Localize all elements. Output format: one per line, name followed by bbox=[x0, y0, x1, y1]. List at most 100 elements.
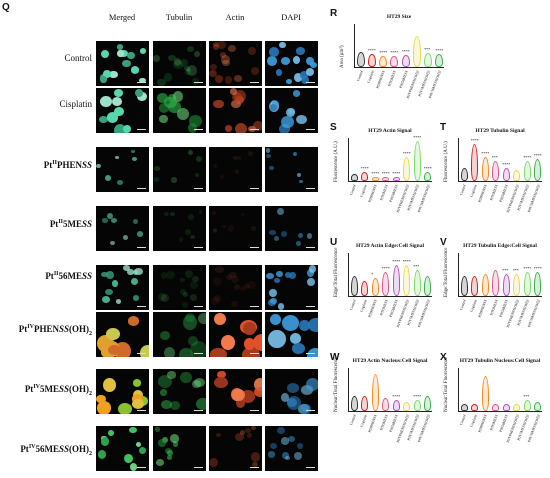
cell-blob bbox=[123, 124, 131, 133]
violin-mark bbox=[424, 276, 432, 296]
significance-label: **** bbox=[523, 265, 532, 271]
cell-blob bbox=[281, 231, 287, 237]
y-axis-label: Fluorescence (A.U.) bbox=[444, 141, 449, 182]
cell-blob bbox=[161, 293, 170, 302]
cell-blob bbox=[182, 291, 188, 297]
violin-mark bbox=[460, 167, 468, 181]
cell-blob bbox=[115, 155, 120, 160]
cell-blob bbox=[115, 299, 122, 305]
cell-blob bbox=[278, 124, 290, 133]
cell-blob bbox=[214, 265, 224, 274]
significance-label: *** bbox=[491, 155, 498, 161]
violin-mark bbox=[471, 404, 479, 411]
violin-mark bbox=[361, 280, 369, 296]
cell-blob bbox=[220, 334, 235, 350]
cell-blob bbox=[226, 274, 232, 280]
cell-blob bbox=[252, 334, 262, 351]
chart-title: HT29 Actin Edge:Cell Signal bbox=[356, 243, 424, 249]
scale-bar bbox=[137, 467, 146, 468]
significance-label: **** bbox=[533, 265, 542, 271]
violin-mark bbox=[413, 141, 421, 181]
cell-blob bbox=[164, 97, 177, 109]
cell-blob bbox=[309, 62, 318, 69]
violin-mark bbox=[492, 269, 500, 296]
cell-blob bbox=[275, 69, 283, 76]
micrograph-tile bbox=[153, 206, 206, 251]
row-label: PtIV5MESS(OH)2 bbox=[24, 384, 92, 397]
cell-blob bbox=[231, 99, 241, 108]
violin-chart-x: X HT29 Tubulin Nucleus:Cell Signal Nuclear… bbox=[440, 352, 550, 462]
violin-mark bbox=[412, 36, 421, 67]
micrograph-tile bbox=[153, 369, 206, 414]
cell-blob bbox=[306, 233, 312, 239]
cell-blob bbox=[106, 212, 113, 220]
scale-bar bbox=[194, 353, 203, 354]
violin-mark bbox=[401, 54, 410, 67]
y-axis-label: Edge:Total Fluorescence bbox=[334, 247, 339, 298]
cell-blob bbox=[268, 47, 279, 57]
cell-blob bbox=[294, 72, 303, 82]
cell-blob bbox=[293, 451, 303, 461]
cell-blob bbox=[269, 165, 274, 170]
cell-blob bbox=[267, 451, 275, 458]
violin-mark bbox=[382, 271, 390, 296]
panel-letter: S bbox=[330, 122, 337, 133]
scale-bar bbox=[250, 467, 259, 468]
cell-blob bbox=[297, 443, 304, 450]
row-label: PtII5MESS bbox=[49, 219, 92, 229]
micrograph-tile bbox=[209, 206, 262, 251]
cell-blob bbox=[132, 379, 142, 388]
cell-blob bbox=[291, 342, 306, 354]
cell-blob bbox=[282, 452, 289, 460]
cell-blob bbox=[299, 320, 310, 332]
cell-blob bbox=[167, 455, 173, 461]
cell-blob bbox=[194, 173, 200, 178]
micrograph-tile bbox=[96, 88, 149, 133]
violin-mark bbox=[492, 404, 500, 411]
significance-label: *** bbox=[424, 46, 431, 52]
cell-blob bbox=[157, 93, 168, 104]
cell-blob bbox=[221, 54, 231, 64]
cell-blob bbox=[236, 398, 246, 408]
row-label: PtII56MESS bbox=[45, 271, 92, 281]
micrograph-tile bbox=[209, 147, 262, 192]
plot-area: **** **** bbox=[348, 368, 432, 412]
cell-blob bbox=[252, 462, 258, 468]
cell-blob bbox=[101, 50, 110, 58]
cell-blob bbox=[127, 268, 134, 276]
cell-blob bbox=[127, 316, 139, 327]
cell-blob bbox=[210, 296, 219, 306]
cell-blob bbox=[212, 41, 220, 47]
cell-blob bbox=[300, 403, 312, 414]
row-label: Control bbox=[64, 53, 92, 63]
cell-blob bbox=[135, 89, 143, 97]
cell-blob bbox=[212, 210, 217, 215]
cell-blob bbox=[239, 430, 245, 436]
cell-blob bbox=[221, 59, 230, 67]
cell-blob bbox=[195, 155, 203, 163]
cell-blob bbox=[139, 48, 147, 54]
significance-label: *** bbox=[523, 394, 530, 399]
cell-blob bbox=[213, 277, 223, 287]
micrograph-tile bbox=[265, 312, 318, 357]
significance-label: **** bbox=[401, 48, 410, 54]
violin-mark bbox=[523, 271, 531, 296]
cell-blob bbox=[299, 70, 309, 79]
cell-blob bbox=[277, 426, 285, 435]
micrograph-tile bbox=[209, 265, 262, 310]
cell-blob bbox=[163, 72, 173, 82]
cell-blob bbox=[284, 455, 290, 460]
cell-blob bbox=[179, 277, 185, 283]
cell-blob bbox=[153, 54, 161, 63]
micrograph-tile bbox=[265, 41, 318, 86]
cell-blob bbox=[287, 396, 302, 411]
violin-mark bbox=[403, 265, 411, 296]
violin-mark bbox=[502, 167, 510, 181]
cell-blob bbox=[213, 228, 218, 232]
cell-blob bbox=[137, 91, 148, 102]
cell-blob bbox=[136, 231, 143, 237]
cell-blob bbox=[210, 347, 228, 357]
scale-bar bbox=[194, 410, 203, 411]
cell-blob bbox=[154, 165, 160, 171]
cell-blob bbox=[229, 271, 237, 279]
